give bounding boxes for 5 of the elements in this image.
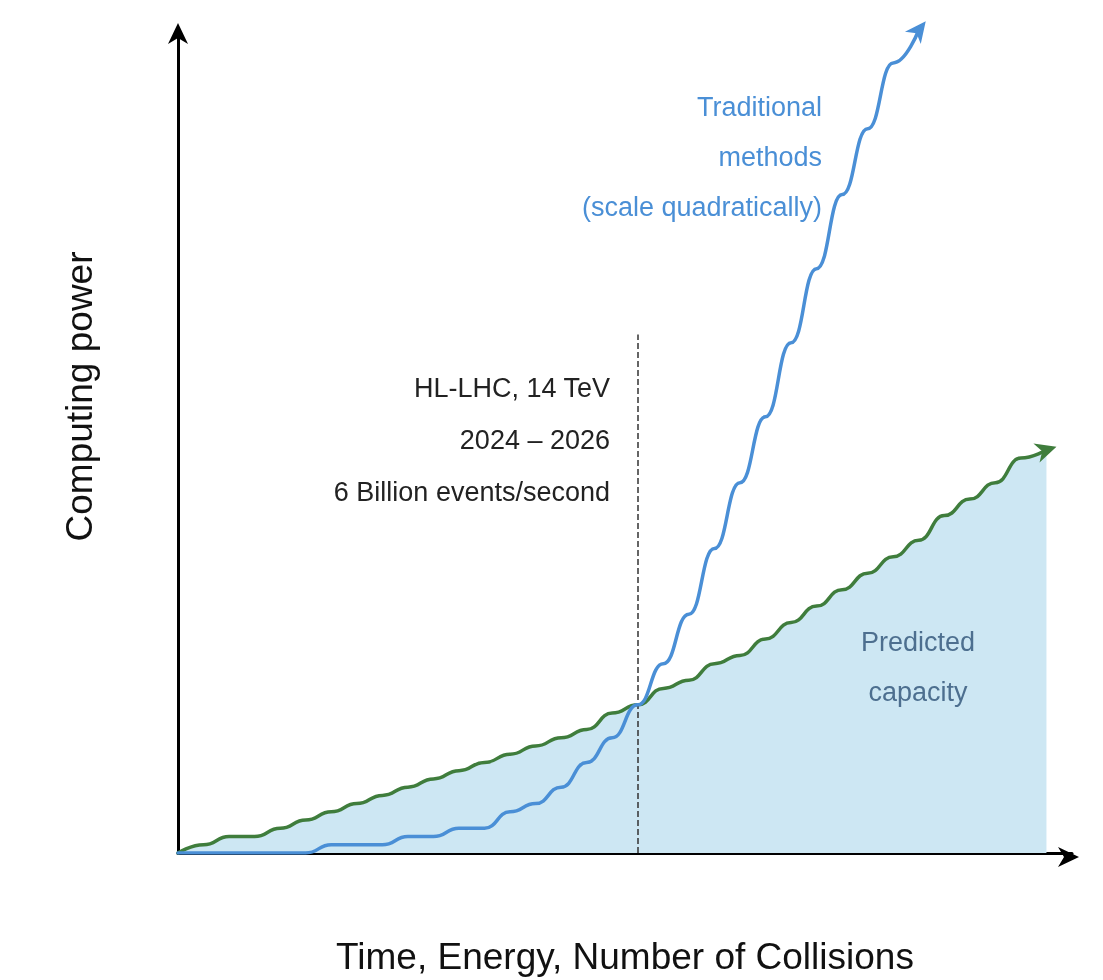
x-axis-title: Time, Energy, Number of Collisions (336, 936, 914, 977)
series-label: Traditional methods (scale quadratically) (581, 92, 822, 222)
series-label: Predicted capacity (860, 627, 976, 707)
y-axis-title: Computing power (59, 251, 100, 542)
annotation: HL-LHC, 14 TeV 2024 – 2026 6 Billion events/second (333, 373, 610, 507)
